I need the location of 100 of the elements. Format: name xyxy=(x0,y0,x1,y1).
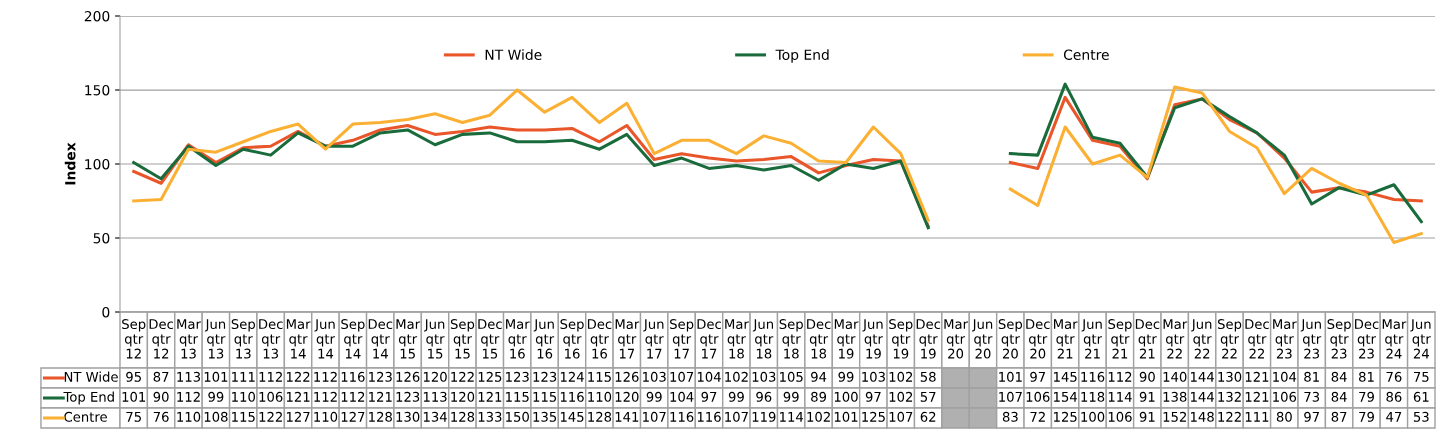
data-label: 128 xyxy=(369,411,392,422)
data-label: 62 xyxy=(920,411,936,422)
data-label: 120 xyxy=(451,391,475,402)
x-tick-label: Sep qtr 13 xyxy=(231,319,255,359)
data-label: 90 xyxy=(153,391,169,402)
data-label: 114 xyxy=(1108,392,1132,402)
data-label: 101 xyxy=(834,411,858,422)
x-tick-label: Sep qtr 18 xyxy=(779,319,803,359)
data-label: 106 xyxy=(1273,391,1297,402)
text: Top End xyxy=(63,391,114,405)
data-label: 116 xyxy=(341,371,365,382)
data-label: 116 xyxy=(670,411,694,422)
x-tick-label: Sep qtr 12 xyxy=(122,319,146,359)
data-label: 118 xyxy=(1081,391,1105,402)
data-label: 116 xyxy=(560,391,584,402)
data-label: 108 xyxy=(204,411,228,422)
data-label: 124 xyxy=(560,371,584,382)
data-label: 102 xyxy=(807,411,830,422)
data-label: 121 xyxy=(478,391,502,402)
x-tick-label: Jun qtr 20 xyxy=(971,319,993,359)
y-axis-title: Index xyxy=(64,142,76,185)
data-label: 140 xyxy=(1163,371,1187,382)
data-label: 141 xyxy=(615,412,639,422)
x-tick-label: Sep qtr 21 xyxy=(1108,319,1132,359)
data-label: 121 xyxy=(369,391,392,402)
x-tick-label: Mar qtr 23 xyxy=(1273,319,1297,359)
x-tick-label: Sep qtr 17 xyxy=(670,319,694,359)
data-label: 127 xyxy=(286,411,310,422)
data-label: 120 xyxy=(423,371,447,382)
data-label: 115 xyxy=(506,392,529,402)
data-label: 86 xyxy=(1386,391,1402,402)
data-label: 135 xyxy=(533,411,557,422)
data-label: 99 xyxy=(728,391,744,402)
x-tick-label: Jun qtr 19 xyxy=(862,319,883,359)
data-label: 103 xyxy=(643,371,666,382)
data-label: 99 xyxy=(208,391,224,402)
data-label: 119 xyxy=(752,411,776,422)
data-label: 99 xyxy=(646,391,662,402)
data-label: 80 xyxy=(1276,411,1292,422)
data-label: 127 xyxy=(341,411,365,422)
x-tick-label: Mar qtr 20 xyxy=(944,319,969,359)
data-label: 94 xyxy=(811,371,827,382)
x-tick-label: Sep qtr 19 xyxy=(889,319,913,359)
data-label: 138 xyxy=(1163,391,1187,402)
data-label: 112 xyxy=(177,391,200,402)
x-tick-label: Mar qtr 21 xyxy=(1054,319,1078,359)
legend-label: NT Wide xyxy=(485,49,542,60)
data-label: 111 xyxy=(232,372,255,382)
data-label: 104 xyxy=(1273,371,1297,382)
x-tick-label: Jun qtr 22 xyxy=(1191,319,1212,359)
data-label: 113 xyxy=(177,371,201,382)
data-label: 91 xyxy=(1139,391,1155,402)
data-label: 101 xyxy=(204,371,228,382)
data-label: 103 xyxy=(862,371,885,382)
data-label: 100 xyxy=(1081,411,1105,422)
x-tick-label: Dec qtr 15 xyxy=(478,319,502,359)
data-label: 100 xyxy=(834,391,858,402)
data-label: 99 xyxy=(838,371,854,382)
data-label: 90 xyxy=(1139,371,1155,382)
data-label: 112 xyxy=(314,371,337,382)
data-label: 150 xyxy=(506,411,529,422)
legend-label: Centre xyxy=(1063,49,1109,60)
data-label: 72 xyxy=(1030,411,1045,422)
data-label: 57 xyxy=(920,392,936,402)
data-label: 128 xyxy=(451,411,475,422)
data-label: 132 xyxy=(1218,391,1241,402)
data-label: 130 xyxy=(396,411,420,422)
x-tick-label: Sep qtr 23 xyxy=(1327,319,1351,359)
data-label: 115 xyxy=(232,412,255,422)
data-label: 83 xyxy=(1002,411,1018,422)
y-tick-label: 200 xyxy=(84,10,110,22)
data-label: 122 xyxy=(451,371,474,382)
data-label: 111 xyxy=(1245,412,1269,422)
data-label: 102 xyxy=(889,371,913,382)
data-label: 47 xyxy=(1386,412,1402,422)
data-label: 134 xyxy=(423,411,447,422)
data-label: 79 xyxy=(1359,391,1374,402)
data-label: 120 xyxy=(615,391,639,402)
x-tick-label: Dec qtr 17 xyxy=(697,319,721,359)
x-tick-label: Dec qtr 22 xyxy=(1245,319,1269,359)
data-label: 76 xyxy=(153,411,169,422)
data-label: 121 xyxy=(1245,371,1269,382)
x-tick-label: Mar qtr 24 xyxy=(1382,319,1407,359)
x-tick-label: Mar qtr 18 xyxy=(725,319,749,359)
data-label: 97 xyxy=(1030,371,1046,382)
x-tick-label: Dec qtr 20 xyxy=(1026,319,1050,359)
data-label: 91 xyxy=(1139,411,1155,422)
data-label: 116 xyxy=(1081,371,1105,382)
data-label: 107 xyxy=(670,371,694,382)
data-label: 61 xyxy=(1413,391,1429,402)
x-tick-label: Mar qtr 13 xyxy=(177,319,201,359)
data-label: 125 xyxy=(478,371,502,382)
x-tick-label: Mar qtr 15 xyxy=(396,319,421,359)
x-tick-label: Sep qtr 22 xyxy=(1217,319,1242,359)
x-tick-label: Jun qtr 23 xyxy=(1300,319,1322,359)
data-label: 105 xyxy=(780,371,803,382)
data-label: 106 xyxy=(259,391,283,402)
data-label: 107 xyxy=(889,411,913,422)
data-label: 112 xyxy=(341,391,365,402)
data-label: 104 xyxy=(697,371,721,382)
